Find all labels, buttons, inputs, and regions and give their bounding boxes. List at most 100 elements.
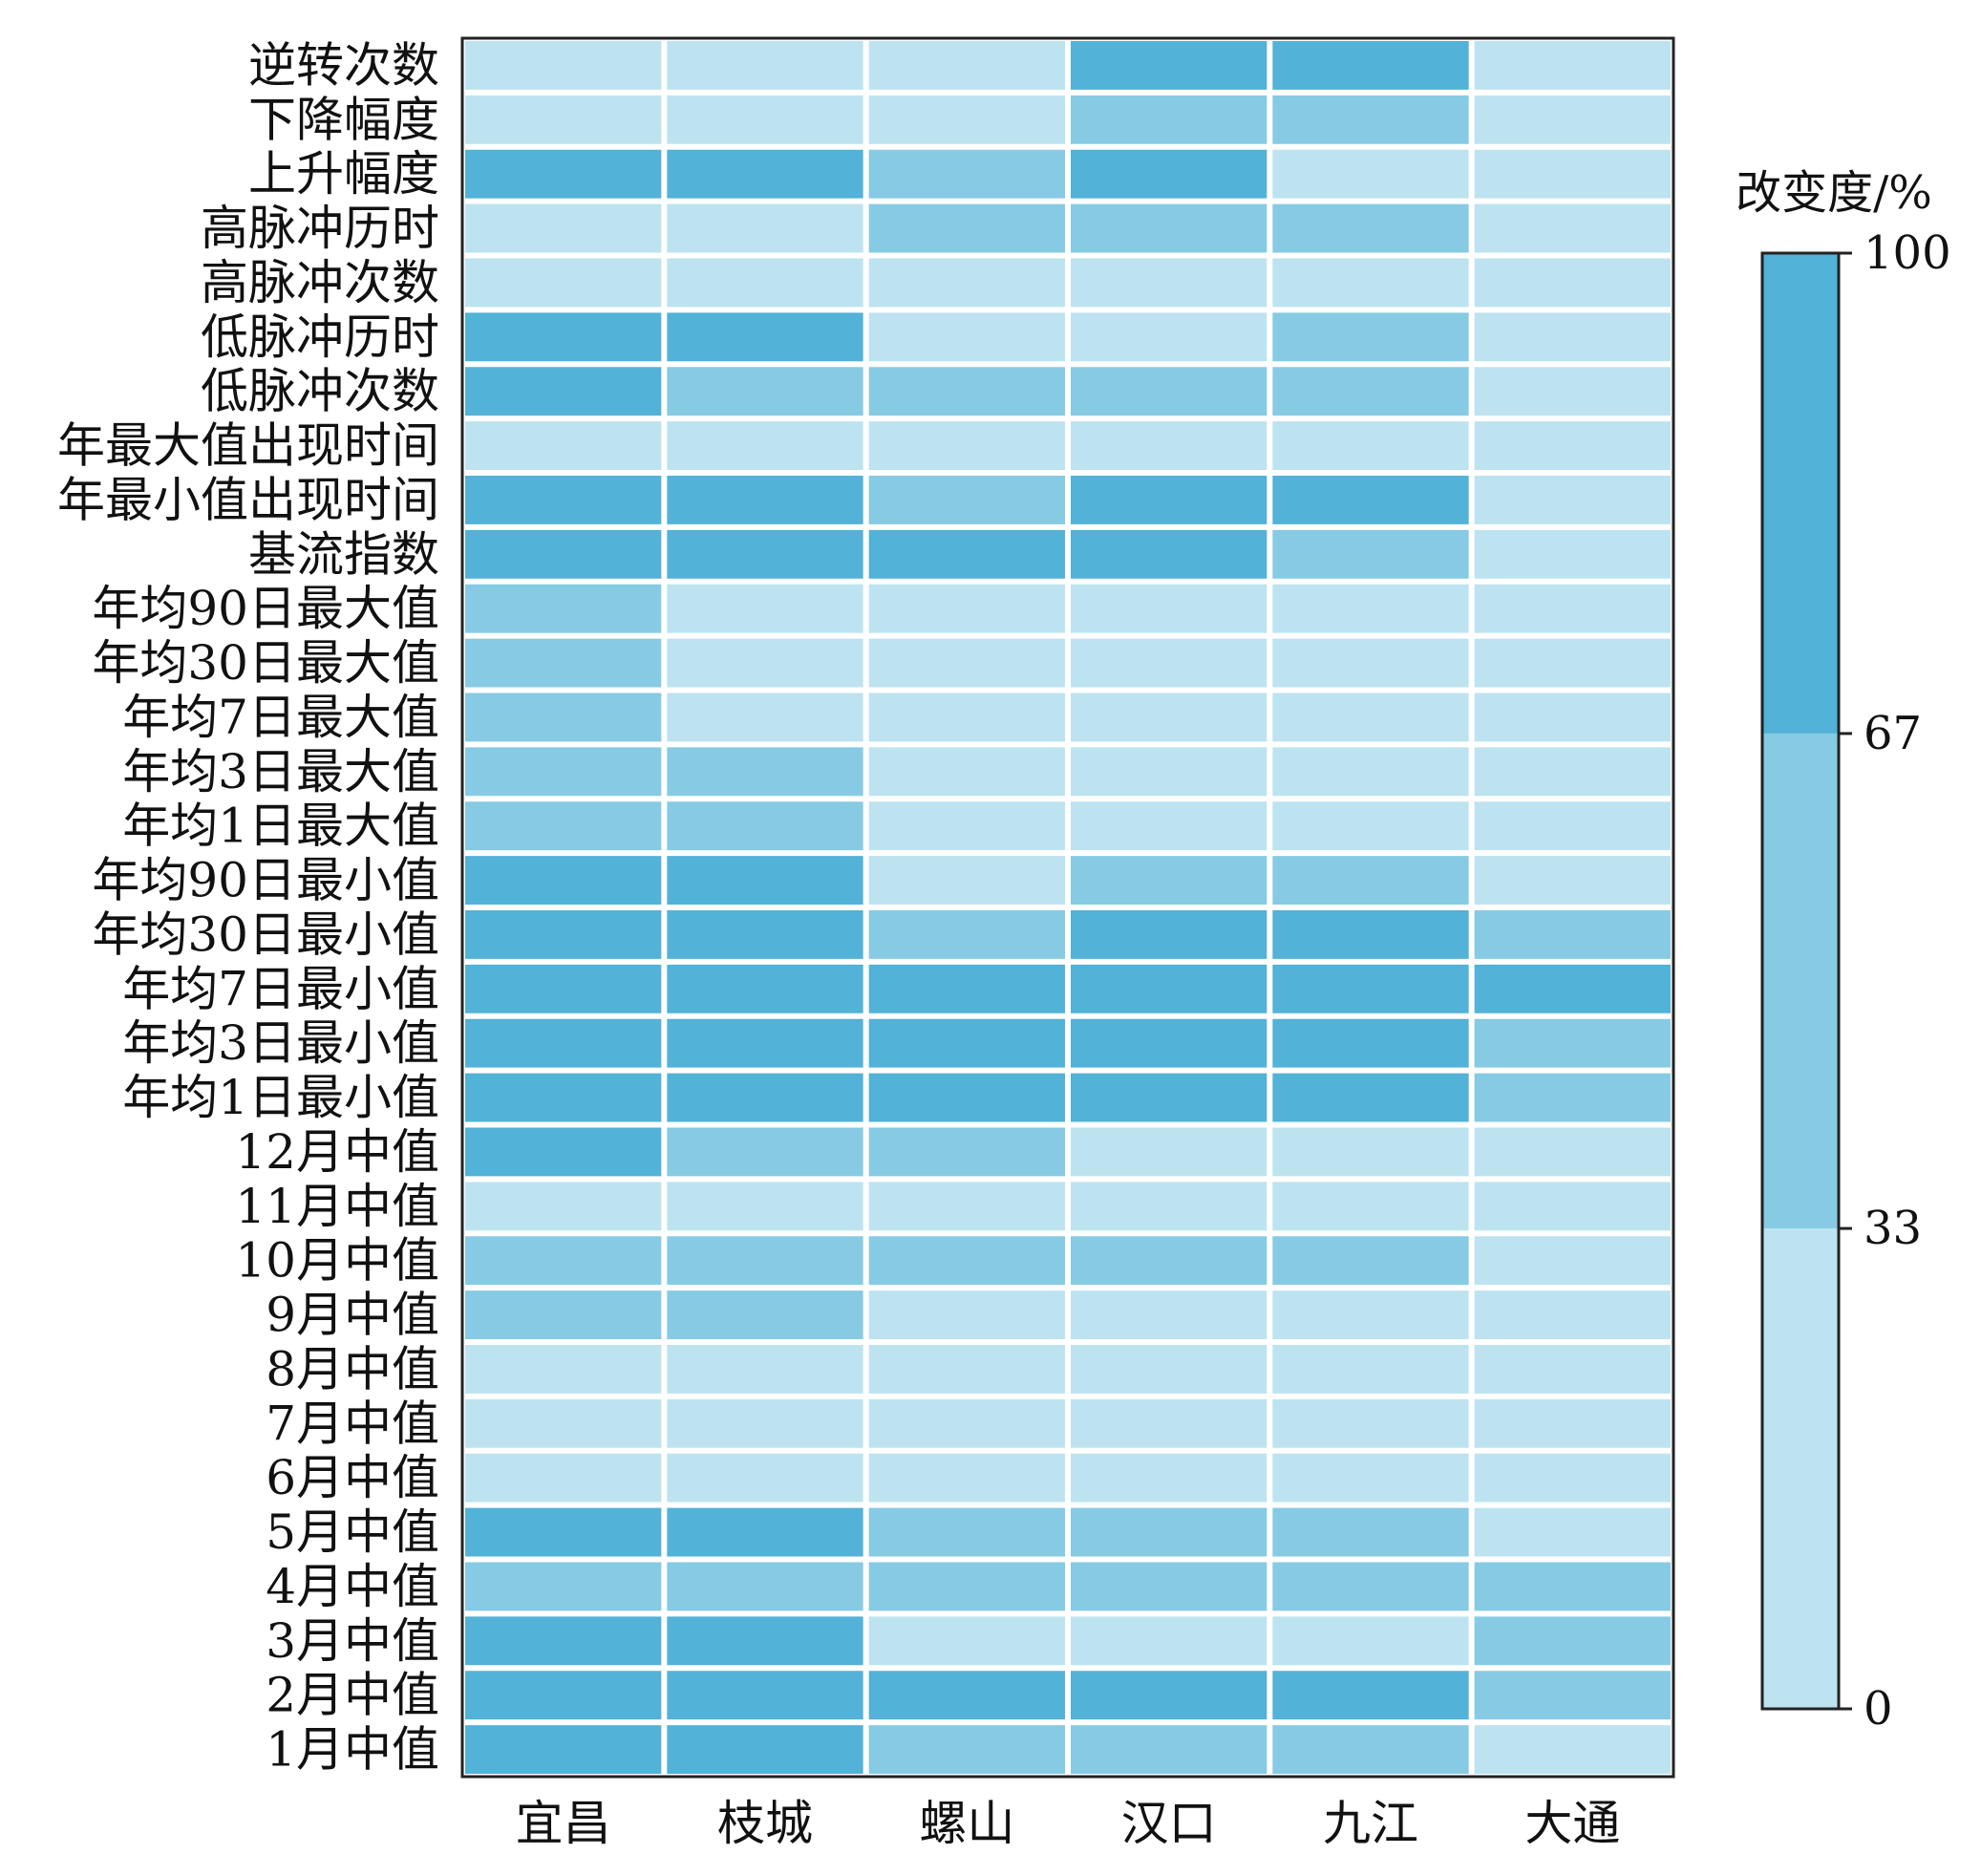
heatmap-cell [1272,312,1469,362]
heatmap-cell [1474,1345,1671,1394]
heatmap-cell [465,910,662,959]
heatmap-cell [465,1345,662,1394]
colorbar-tick-label: 33 [1864,1202,1922,1255]
heatmap-cell [465,529,662,579]
heatmap-cell [465,801,662,851]
heatmap-cell [465,1671,662,1720]
heatmap-cell [667,856,863,906]
heatmap-cell [667,1236,863,1286]
colorbar-tick-label: 67 [1864,707,1922,760]
heatmap-cell [465,747,662,797]
heatmap-cell [667,149,863,199]
heatmap-cell [667,1616,863,1666]
heatmap-cell [1071,747,1267,797]
row-label: 7月中值 [266,1396,439,1451]
row-label: 2月中值 [266,1668,439,1723]
heatmap-cell [1272,964,1469,1013]
heatmap-cell [868,1507,1065,1557]
heatmap-cell [868,258,1065,308]
heatmap-cell [1071,801,1267,851]
heatmap-cell [667,693,863,742]
heatmap-cell [868,964,1065,1013]
heatmap-cell [868,41,1065,90]
heatmap-cell [1474,1073,1671,1122]
heatmap-cell [868,584,1065,633]
heatmap-cell [465,584,662,633]
row-label: 高脉冲次数 [201,255,439,310]
row-label: 3月中值 [266,1613,439,1669]
heatmap-cell [1272,1236,1469,1286]
heatmap-cell [1272,1345,1469,1394]
heatmap-cell [1474,1018,1671,1068]
heatmap-cell [1071,1725,1267,1775]
heatmap-cell [1272,1127,1469,1177]
heatmap-cell [1474,1398,1671,1448]
heatmap-cell [1071,856,1267,906]
heatmap-cell [667,1725,863,1775]
heatmap-cell [1071,1182,1267,1231]
heatmap-cell [667,801,863,851]
row-label: 年均90日最小值 [92,853,439,908]
heatmap-cell [1071,1290,1267,1340]
heatmap-cell [1474,693,1671,742]
heatmap-cell [1272,1671,1469,1720]
heatmap-cell [1272,1725,1469,1775]
heatmap-cell [465,1236,662,1286]
heatmap-cell [1071,693,1267,742]
heatmap-cell [667,964,863,1013]
row-label: 年均1日最大值 [122,799,439,854]
heatmap-cell [1272,801,1469,851]
heatmap-cell [1071,1398,1267,1448]
heatmap-cell [1272,1182,1469,1231]
row-label: 年均3日最大值 [122,744,439,799]
colorbar-frame [1760,251,1841,1711]
heatmap-cell [465,367,662,416]
heatmap-cell [1272,529,1469,579]
heatmap-cell [465,1398,662,1448]
heatmap-cell [868,95,1065,144]
row-label: 年均7日最小值 [122,961,439,1016]
heatmap-cell [868,1127,1065,1177]
heatmap-cell [667,421,863,471]
heatmap-cell [667,1345,863,1394]
heatmap-cell [465,1616,662,1666]
heatmap-cell [868,1182,1065,1231]
heatmap-cell [1272,693,1469,742]
colorbar-band [1762,733,1839,1229]
heatmap-cell [667,258,863,308]
heatmap-cell [1272,476,1469,524]
heatmap-cell [868,693,1065,742]
heatmap-cell [465,964,662,1013]
heatmap-cell [465,421,662,471]
heatmap-cell [868,1018,1065,1068]
heatmap-cell [465,638,662,688]
row-label: 低脉冲历时 [201,309,439,365]
heatmap-cell [667,1671,863,1720]
heatmap-cell [667,476,863,524]
row-label: 年均90日最大值 [92,581,439,636]
heatmap-cells [465,41,1671,1775]
heatmap-cell [1474,203,1671,253]
heatmap-cell [1474,1725,1671,1775]
row-label: 9月中值 [266,1288,439,1343]
column-label: 汉口 [1121,1796,1217,1851]
heatmap-cell [1474,1236,1671,1286]
heatmap-cell [465,203,662,253]
heatmap-cell [1474,421,1671,471]
heatmap-cell [465,1018,662,1068]
heatmap-cell [667,95,863,144]
heatmap-cell [868,1453,1065,1503]
heatmap-cell [465,1290,662,1340]
row-label: 基流指数 [248,526,439,582]
heatmap-cell [868,801,1065,851]
heatmap-cell [1071,367,1267,416]
heatmap-cell [1272,747,1469,797]
row-label: 低脉冲次数 [201,364,439,419]
column-label: 枝城 [717,1796,813,1851]
heatmap-cell [868,638,1065,688]
heatmap-cell [1272,856,1469,906]
heatmap-cell [1474,1182,1671,1231]
heatmap-cell [465,1562,662,1611]
heatmap-cell [1071,1073,1267,1122]
